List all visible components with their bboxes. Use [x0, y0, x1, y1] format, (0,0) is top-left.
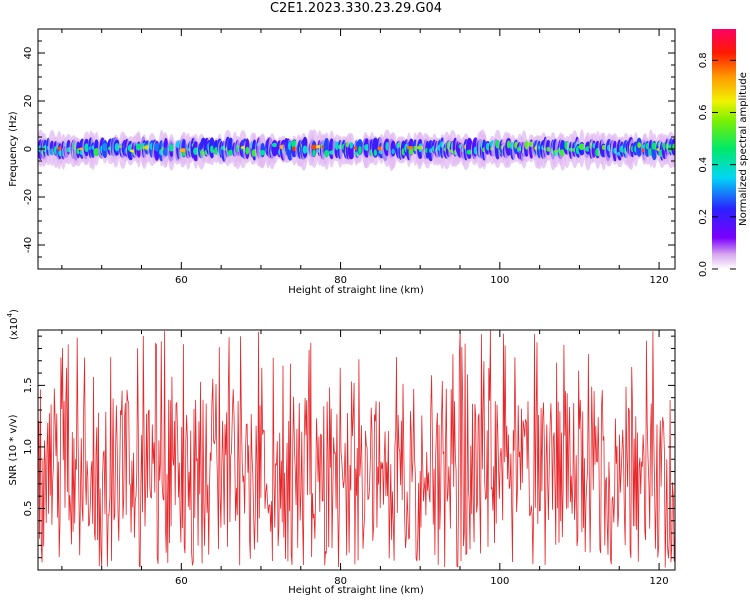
spectrogram-ylabel: Frequency (Hz) — [8, 111, 19, 187]
heatmap-cell — [546, 146, 551, 152]
y-tick-label: 20 — [23, 95, 34, 108]
snr-ticks: 60 80 100 120 0.5 1.0 1.5 — [23, 330, 675, 587]
heatmap-cell — [385, 141, 389, 151]
snr-series-line — [38, 330, 675, 568]
heatmap-cell — [302, 145, 308, 154]
heatmap-cell — [168, 144, 175, 152]
heatmap-cell — [391, 148, 395, 155]
heatmap-cell — [506, 140, 511, 149]
y-tick-label: 40 — [23, 47, 34, 60]
colorbar-tick-label: 0.8 — [698, 52, 709, 68]
spectrogram-ticks: 60 80 100 120 -40 -20 0 20 40 — [23, 29, 675, 286]
snr-frame — [37, 329, 676, 571]
heatmap-cell — [637, 142, 642, 148]
heatmap-cell — [310, 144, 318, 150]
colorbar-label: Normalized spectral amplitude — [738, 72, 749, 226]
x-tick-label: 100 — [490, 576, 509, 587]
colorbar-tick-label: 0.6 — [698, 105, 709, 121]
heatmap-cell — [324, 149, 329, 158]
heatmap-cell — [209, 145, 214, 154]
x-tick-label: 60 — [175, 275, 188, 286]
heatmap-cell — [84, 143, 89, 153]
spectrogram-xlabel: Height of straight line (km) — [288, 285, 424, 296]
heatmap-cell — [260, 149, 266, 156]
heatmap-cell — [373, 149, 378, 157]
heatmap-cell — [358, 146, 362, 155]
y-tick-label: 1.5 — [23, 377, 34, 393]
heatmap-cell — [578, 143, 586, 151]
spectrogram-heatmap — [38, 129, 675, 172]
chart-title: C2E1.2023.330.23.29.G04 — [269, 1, 443, 16]
y-tick-label: 0 — [23, 146, 34, 152]
x-tick-label: 80 — [334, 275, 347, 286]
colorbar-tick-label: 0.4 — [698, 157, 709, 173]
heatmap-cell — [102, 143, 108, 152]
colorbar-tick-label: 0.0 — [698, 261, 709, 277]
colorbar: 0.0 0.2 0.4 0.6 0.8 Normalized spectral ampl… — [698, 29, 749, 277]
colorbar-tick-label: 0.2 — [698, 209, 709, 225]
colorbar-ticks: 0.0 0.2 0.4 0.6 0.8 — [698, 52, 736, 277]
heatmap-cell — [271, 142, 278, 148]
x-tick-label: 100 — [490, 275, 509, 286]
x-tick-label: 120 — [650, 275, 669, 286]
heatmap-cell — [312, 149, 316, 157]
spectrogram-panel: 60 80 100 120 -40 -20 0 20 40 Height of straight… — [8, 28, 676, 296]
snr-multiplier-label: (x104) — [6, 309, 20, 340]
y-tick-label: 0.5 — [23, 501, 34, 517]
colorbar-gradient — [712, 29, 736, 269]
snr-panel: 60 80 100 120 0.5 1.0 1.5 Height of straight l… — [6, 309, 676, 596]
heatmap-cell — [245, 146, 250, 155]
y-tick-label: -40 — [23, 237, 34, 253]
snr-background — [38, 330, 675, 570]
x-tick-label: 60 — [175, 576, 188, 587]
snr-xlabel: Height of straight line (km) — [288, 585, 424, 596]
y-tick-label: -20 — [23, 189, 34, 205]
y-tick-label: 1.0 — [23, 439, 34, 455]
x-tick-label: 120 — [650, 576, 669, 587]
heatmap-cell — [114, 142, 120, 152]
snr-ylabel: SNR (10 * v/v) — [8, 414, 19, 485]
heatmap-cell — [349, 142, 354, 149]
snr-multiplier: (x104) — [6, 309, 20, 340]
heatmap-cell — [93, 147, 100, 157]
heatmap-cell — [135, 143, 142, 151]
x-tick-label: 80 — [334, 576, 347, 587]
heatmap-cell — [347, 142, 355, 160]
